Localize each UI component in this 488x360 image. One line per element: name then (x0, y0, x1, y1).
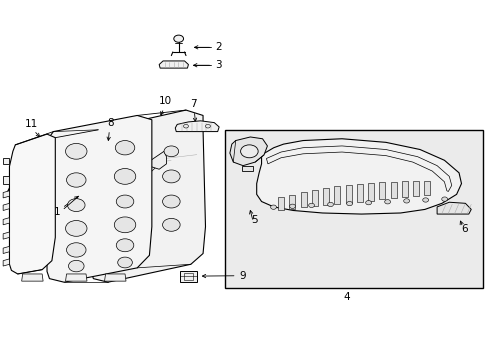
Polygon shape (3, 218, 9, 225)
Circle shape (403, 199, 409, 203)
Polygon shape (3, 232, 9, 239)
Polygon shape (3, 203, 9, 211)
Text: 4: 4 (343, 292, 349, 302)
Polygon shape (379, 182, 385, 199)
Polygon shape (311, 190, 317, 206)
Polygon shape (144, 151, 166, 169)
Polygon shape (278, 197, 284, 210)
Polygon shape (175, 121, 219, 132)
Polygon shape (3, 191, 9, 198)
Polygon shape (289, 195, 295, 208)
Polygon shape (9, 134, 55, 274)
Circle shape (422, 198, 427, 202)
Polygon shape (104, 274, 126, 281)
Text: 11: 11 (25, 119, 38, 129)
Text: 3: 3 (215, 60, 222, 70)
Polygon shape (65, 274, 87, 281)
Polygon shape (3, 246, 9, 253)
Polygon shape (3, 176, 9, 184)
Polygon shape (3, 158, 9, 164)
Polygon shape (300, 192, 306, 207)
Circle shape (240, 145, 258, 158)
Circle shape (65, 221, 87, 236)
Text: 7: 7 (190, 99, 196, 109)
Circle shape (66, 243, 86, 257)
Circle shape (173, 35, 183, 42)
Circle shape (289, 204, 295, 208)
Circle shape (162, 219, 180, 231)
Polygon shape (412, 181, 418, 196)
Circle shape (183, 125, 188, 128)
Polygon shape (47, 116, 152, 282)
Polygon shape (323, 188, 328, 205)
Bar (224, 130, 483, 288)
Polygon shape (159, 61, 188, 68)
Circle shape (441, 197, 447, 201)
Circle shape (162, 195, 180, 208)
Polygon shape (334, 186, 340, 204)
Bar (183, 273, 193, 280)
Circle shape (308, 203, 314, 207)
Circle shape (346, 202, 352, 206)
Circle shape (163, 146, 178, 157)
Circle shape (270, 205, 276, 209)
Text: 2: 2 (215, 42, 222, 52)
Circle shape (68, 260, 84, 272)
Bar (179, 271, 197, 282)
Text: 1: 1 (53, 207, 60, 217)
Circle shape (115, 140, 135, 155)
Circle shape (384, 200, 390, 204)
Text: 6: 6 (461, 225, 467, 234)
Text: 5: 5 (250, 215, 257, 225)
Circle shape (114, 217, 136, 233)
Circle shape (118, 257, 132, 268)
Circle shape (365, 201, 371, 205)
Circle shape (116, 239, 134, 252)
Polygon shape (21, 274, 43, 281)
Circle shape (205, 125, 210, 128)
Text: 9: 9 (239, 271, 246, 281)
Polygon shape (356, 184, 362, 202)
Circle shape (67, 199, 85, 212)
Circle shape (114, 168, 136, 184)
Polygon shape (424, 181, 429, 195)
Circle shape (116, 195, 134, 208)
Text: 8: 8 (107, 118, 114, 128)
Polygon shape (91, 110, 205, 282)
Polygon shape (8, 140, 166, 200)
Polygon shape (345, 185, 351, 203)
Polygon shape (390, 181, 396, 198)
Polygon shape (3, 259, 9, 266)
Polygon shape (241, 166, 252, 171)
Polygon shape (367, 183, 373, 201)
Circle shape (327, 202, 333, 207)
Polygon shape (436, 202, 470, 214)
Polygon shape (256, 139, 461, 214)
Polygon shape (229, 137, 267, 166)
Circle shape (65, 143, 87, 159)
Circle shape (66, 173, 86, 187)
Text: 10: 10 (159, 96, 172, 106)
Polygon shape (401, 181, 407, 197)
Circle shape (162, 170, 180, 183)
